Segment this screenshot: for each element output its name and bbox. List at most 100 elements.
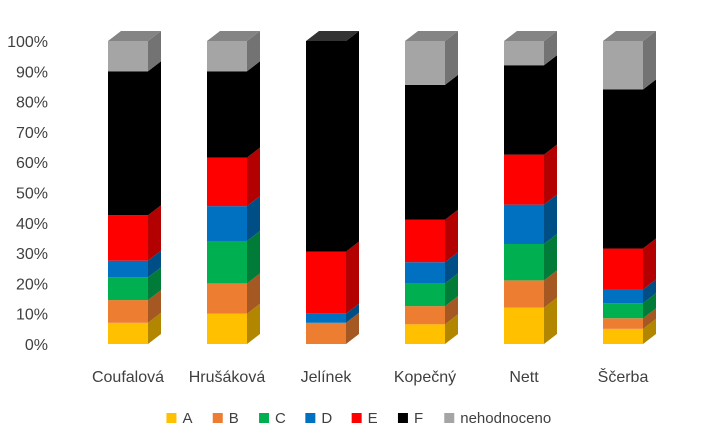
bar-side bbox=[643, 308, 656, 329]
bar-side bbox=[643, 238, 656, 290]
bar-side bbox=[247, 273, 260, 314]
bar-side bbox=[148, 267, 161, 301]
bar-segment bbox=[207, 147, 260, 207]
bar bbox=[207, 206, 247, 241]
bar-stack bbox=[405, 31, 458, 344]
bar-top bbox=[207, 31, 260, 41]
x-tick-label: Jelínek bbox=[301, 369, 353, 386]
x-tick-label: Nett bbox=[509, 369, 539, 386]
bar-segment bbox=[207, 230, 260, 284]
bar-side bbox=[148, 312, 161, 344]
bar-segment bbox=[504, 144, 557, 205]
bar-segment bbox=[405, 314, 458, 344]
bar-side bbox=[148, 31, 161, 72]
bar-side bbox=[445, 31, 458, 85]
bar-side bbox=[346, 241, 359, 314]
legend-item: C bbox=[259, 410, 286, 427]
legend-item: F bbox=[397, 410, 423, 427]
bar-segment bbox=[405, 296, 458, 325]
bar-side bbox=[346, 303, 359, 323]
legend-swatch bbox=[305, 413, 316, 423]
bar-segment bbox=[108, 205, 161, 261]
bar bbox=[207, 240, 247, 284]
bar-segment bbox=[504, 234, 557, 281]
bar-side bbox=[445, 273, 458, 307]
bar-segment bbox=[108, 312, 161, 344]
bar-side bbox=[445, 252, 458, 284]
bar bbox=[405, 84, 445, 220]
bar-side bbox=[445, 74, 458, 220]
bar-side bbox=[544, 270, 557, 308]
bar-stack bbox=[603, 31, 656, 344]
bar bbox=[504, 41, 544, 66]
bar bbox=[108, 300, 148, 323]
bar-segment bbox=[306, 31, 359, 252]
bar-side bbox=[643, 279, 656, 304]
legend-swatch bbox=[444, 413, 455, 423]
bar bbox=[108, 215, 148, 261]
bar-side bbox=[247, 230, 260, 284]
bar-top bbox=[108, 31, 161, 41]
y-tick-label: 20% bbox=[16, 276, 48, 293]
legend-swatch bbox=[397, 413, 408, 423]
bar bbox=[504, 154, 544, 205]
bar bbox=[405, 324, 445, 344]
bar-segment bbox=[603, 238, 656, 290]
legend-swatch bbox=[166, 413, 177, 423]
bar bbox=[504, 307, 544, 344]
bar bbox=[108, 277, 148, 301]
bar-segment bbox=[108, 290, 161, 323]
bar-segment bbox=[603, 308, 656, 329]
bar bbox=[108, 41, 148, 72]
bar-side bbox=[148, 205, 161, 261]
bar-side bbox=[445, 314, 458, 344]
bar bbox=[603, 89, 643, 249]
bar-segment bbox=[108, 61, 161, 216]
legend-label: A bbox=[182, 410, 192, 427]
bar-stack bbox=[108, 31, 161, 344]
bar-segment bbox=[405, 209, 458, 263]
bar bbox=[405, 219, 445, 263]
bar-top bbox=[504, 31, 557, 41]
y-axis: 0% 10% 20% 30% 40% 50% 60% 70% 80% 90% 100% bbox=[7, 34, 48, 354]
bar-top bbox=[405, 31, 458, 41]
y-tick-label: 30% bbox=[16, 246, 48, 263]
bar-segment bbox=[207, 196, 260, 241]
y-tick-label: 0% bbox=[25, 337, 48, 354]
bar bbox=[108, 260, 148, 278]
bar-side bbox=[544, 297, 557, 344]
bar bbox=[603, 318, 643, 329]
legend-item: E bbox=[351, 410, 378, 427]
bar-side bbox=[148, 61, 161, 216]
x-tick-label: Coufalová bbox=[92, 369, 164, 386]
bar-side bbox=[643, 293, 656, 319]
y-tick-label: 70% bbox=[16, 125, 48, 142]
bar bbox=[207, 283, 247, 314]
bar bbox=[504, 244, 544, 281]
y-tick-label: 40% bbox=[16, 216, 48, 233]
bar-segment bbox=[405, 31, 458, 85]
legend-label: E bbox=[368, 410, 378, 427]
bar-segment bbox=[207, 273, 260, 314]
bar bbox=[504, 280, 544, 308]
bar-side bbox=[247, 303, 260, 344]
bar bbox=[603, 303, 643, 319]
bar-segment bbox=[603, 79, 656, 249]
bar-segment bbox=[207, 61, 260, 158]
bar-segment bbox=[108, 267, 161, 301]
y-tick-label: 60% bbox=[16, 155, 48, 172]
bar bbox=[306, 41, 346, 252]
bar-side bbox=[544, 144, 557, 205]
legend-swatch bbox=[212, 413, 223, 423]
bar bbox=[405, 41, 445, 85]
bar-segment bbox=[504, 55, 557, 155]
bar-top bbox=[603, 31, 656, 41]
y-tick-label: 10% bbox=[16, 307, 48, 324]
bar-side bbox=[346, 312, 359, 344]
bar-side bbox=[643, 31, 656, 90]
bar bbox=[207, 41, 247, 72]
bar bbox=[306, 313, 346, 323]
bar-side bbox=[544, 234, 557, 281]
